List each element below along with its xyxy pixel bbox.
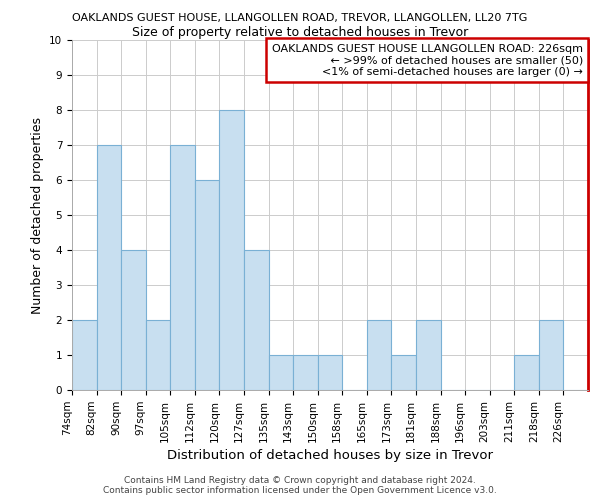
Bar <box>195 180 220 390</box>
Text: Size of property relative to detached houses in Trevor: Size of property relative to detached ho… <box>132 26 468 39</box>
Bar <box>97 145 121 390</box>
Text: OAKLANDS GUEST HOUSE LLANGOLLEN ROAD: 226sqm
   ← >99% of detached houses are sm: OAKLANDS GUEST HOUSE LLANGOLLEN ROAD: 22… <box>272 44 583 76</box>
Bar <box>146 320 170 390</box>
Bar <box>220 110 244 390</box>
Bar <box>244 250 269 390</box>
Bar <box>539 320 563 390</box>
Bar <box>391 355 416 390</box>
Text: Contains HM Land Registry data © Crown copyright and database right 2024.
Contai: Contains HM Land Registry data © Crown c… <box>103 476 497 495</box>
Bar <box>293 355 318 390</box>
Bar <box>269 355 293 390</box>
Bar <box>318 355 342 390</box>
Y-axis label: Number of detached properties: Number of detached properties <box>31 116 44 314</box>
Text: OAKLANDS GUEST HOUSE, LLANGOLLEN ROAD, TREVOR, LLANGOLLEN, LL20 7TG: OAKLANDS GUEST HOUSE, LLANGOLLEN ROAD, T… <box>73 12 527 22</box>
Bar <box>514 355 539 390</box>
Bar <box>367 320 391 390</box>
Bar <box>416 320 440 390</box>
X-axis label: Distribution of detached houses by size in Trevor: Distribution of detached houses by size … <box>167 449 493 462</box>
Bar <box>72 320 97 390</box>
Bar <box>170 145 195 390</box>
Bar <box>121 250 146 390</box>
